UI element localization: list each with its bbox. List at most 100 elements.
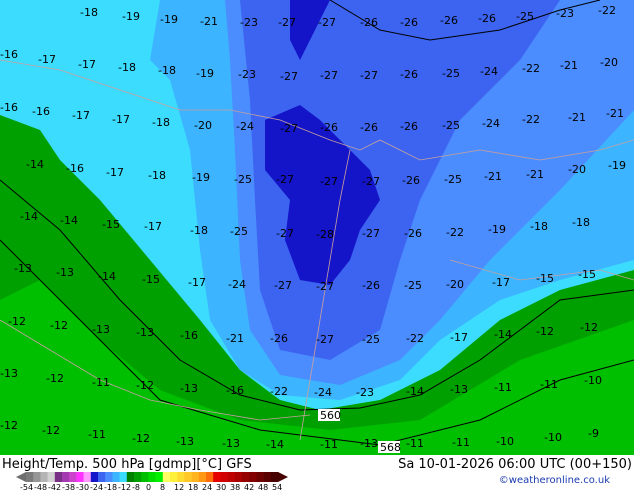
temperature-label: -24 (236, 120, 254, 133)
temperature-labels: -18 -19 -19 -21 -23 -27 -27 -26 -26 -26 -26 -25 -23 -… (0, 4, 626, 451)
temperature-label: -12 (536, 325, 554, 338)
temperature-label: -26 (404, 227, 422, 240)
temperature-label: -21 (484, 170, 502, 183)
temperature-label: -22 (406, 332, 424, 345)
temperature-label: -26 (478, 12, 496, 25)
legend-swatch (69, 472, 77, 482)
temperature-label: -12 (136, 379, 154, 392)
temperature-label: -23 (356, 386, 374, 399)
temperature-label: -27 (316, 280, 334, 293)
temperature-label: -11 (540, 378, 558, 391)
temperature-label: -25 (442, 119, 460, 132)
map-canvas[interactable]: -18 -19 -19 -21 -23 -27 -27 -26 -26 -26 -26 -25 -23 -… (0, 0, 634, 455)
temperature-label: -24 (228, 278, 246, 291)
legend-swatch (162, 472, 171, 482)
legend-swatch (155, 472, 164, 482)
temperature-label: -19 (488, 223, 506, 236)
temperature-label: -14 (266, 438, 284, 451)
temperature-label: -11 (452, 436, 470, 449)
legend-tick: -8 (132, 483, 140, 490)
legend-swatch (134, 472, 142, 482)
temperature-label: -15 (102, 218, 120, 231)
temperature-label: -28 (316, 228, 334, 241)
temperature-label: -12 (132, 432, 150, 445)
temperature-label: -20 (194, 119, 212, 132)
temperature-label: -20 (568, 163, 586, 176)
temperature-label: -26 (440, 14, 458, 27)
temperature-label: -22 (270, 385, 288, 398)
temperature-label: -17 (188, 276, 206, 289)
temperature-label: -21 (606, 107, 624, 120)
credit-link[interactable]: ©weatheronline.co.uk (498, 475, 610, 486)
legend-swatch (234, 472, 243, 482)
legend-tick: 38 (230, 483, 240, 490)
temperature-label: -27 (320, 69, 338, 82)
legend-swatch (270, 472, 279, 482)
temperature-label: -22 (446, 226, 464, 239)
temperature-label: -26 (400, 16, 418, 29)
legend-swatch (213, 472, 221, 482)
temperature-label: -23 (238, 68, 256, 81)
temperature-label: -24 (482, 117, 500, 130)
temperature-label: -27 (276, 173, 294, 186)
temperature-label: -27 (276, 227, 294, 240)
temperature-label: -27 (320, 175, 338, 188)
legend-tick: -24 (90, 483, 103, 490)
legend-swatch (198, 472, 207, 482)
temperature-label: -16 (0, 48, 18, 61)
temperature-label: -21 (200, 15, 218, 28)
legend-swatch (170, 472, 178, 482)
temperature-label: -12 (0, 419, 18, 432)
temperature-label: -16 (180, 329, 198, 342)
temperature-label: -13 (360, 437, 378, 450)
temperature-label: -11 (92, 376, 110, 389)
temperature-label: -27 (360, 69, 378, 82)
legend-tick: 12 (174, 483, 184, 490)
legend-swatch (263, 472, 272, 482)
temperature-label: -19 (196, 67, 214, 80)
contour-line (329, 0, 601, 41)
green-zone-light (0, 280, 634, 455)
temperature-label: -19 (122, 10, 140, 23)
coastline (0, 59, 634, 441)
color-legend: -54 -48 -42 -38 -30 -24 -18 -12 -8 0 8 12 18 24 30 38 42… (16, 472, 288, 490)
legend-swatch (47, 472, 56, 482)
contour-label-560: 560 (318, 409, 341, 422)
temperature-label: -13 (56, 266, 74, 279)
legend-swatch (119, 472, 128, 482)
temperature-label: -21 (568, 111, 586, 124)
map-title: Height/Temp. 500 hPa [gdmp][°C] GFS (2, 457, 252, 472)
temperature-label: -18 (152, 116, 170, 129)
legend-swatch (98, 472, 106, 482)
temperature-label: -13 (136, 326, 154, 339)
temperature-label: -22 (522, 62, 540, 75)
map-footer: Height/Temp. 500 hPa [gdmp][°C] GFS Sa 1… (0, 455, 634, 490)
temperature-label: -17 (450, 331, 468, 344)
temperature-label: -27 (318, 16, 336, 29)
temperature-label: -21 (560, 59, 578, 72)
legend-swatch (26, 472, 34, 482)
temperature-label: -18 (572, 216, 590, 229)
temperature-label: -19 (192, 171, 210, 184)
legend-tick: -38 (62, 483, 75, 490)
legend-swatch (148, 472, 156, 482)
temperature-label: -17 (38, 53, 56, 66)
temperature-label: -18 (118, 61, 136, 74)
temperature-label: -11 (406, 437, 424, 450)
temperature-label: -24 (480, 65, 498, 78)
legend-swatch (54, 472, 63, 482)
temperature-label: -26 (402, 174, 420, 187)
legend-swatch (256, 472, 264, 482)
legend-swatch (40, 472, 48, 482)
legend-swatch (76, 472, 84, 482)
temperature-label: -17 (492, 276, 510, 289)
temperature-label: -9 (588, 427, 599, 440)
temperature-label: -27 (316, 333, 334, 346)
legend-swatch (141, 472, 149, 482)
green-zone-west (0, 115, 634, 455)
temperature-label: -17 (72, 109, 90, 122)
temperature-label: -18 (80, 6, 98, 19)
temperature-label: -21 (226, 332, 244, 345)
temperature-label: -14 (60, 214, 78, 227)
